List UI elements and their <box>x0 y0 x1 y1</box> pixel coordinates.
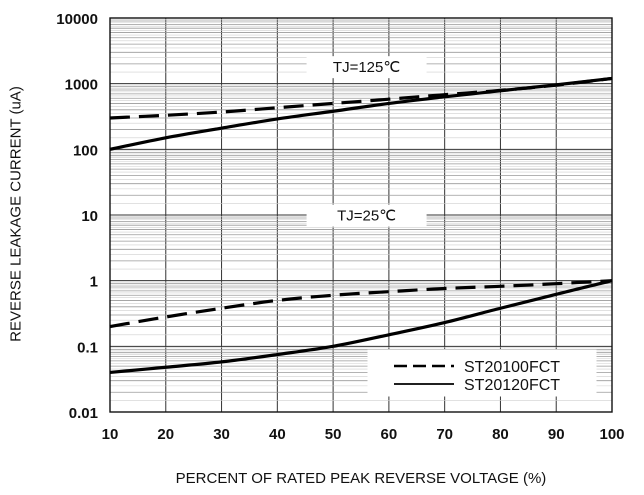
x-tick-labels: 10 20 30 40 50 60 70 80 90 100 <box>102 426 625 443</box>
x-tick-label: 100 <box>599 426 624 443</box>
series-lines <box>109 76 613 375</box>
y-tick-label: 0.1 <box>77 339 98 356</box>
y-axis-title-text: REVERSE LEAKAGE CURRENT (uA) <box>7 86 25 342</box>
x-tick-label: 70 <box>436 426 453 443</box>
x-tick-label: 20 <box>157 426 174 443</box>
annotation-label: TJ=25℃ <box>337 208 396 225</box>
x-tick-label: 50 <box>325 426 342 443</box>
y-tick-labels: 10000 1000 100 10 1 0.1 0.01 <box>56 11 98 422</box>
y-tick-label: 100 <box>73 142 98 159</box>
y-tick-label: 0.01 <box>69 405 98 422</box>
x-tick-label: 30 <box>213 426 230 443</box>
y-tick-label: 1 <box>90 274 98 291</box>
legend-box <box>367 349 597 397</box>
y-tick-label: 10000 <box>56 11 98 28</box>
annotation-background <box>306 56 427 79</box>
annotation-background <box>306 204 427 227</box>
series-line-st20100fct-tj-25 <box>109 279 613 329</box>
legend-label: ST20100FCT <box>464 359 560 376</box>
y-tick-label: 1000 <box>65 77 98 94</box>
x-tick-label: 40 <box>269 426 286 443</box>
annotation-label: TJ=125℃ <box>333 59 400 76</box>
x-tick-label: 60 <box>381 426 398 443</box>
x-tick-label: 90 <box>548 426 565 443</box>
y-axis-title: REVERSE LEAKAGE CURRENT (uA) <box>4 18 28 410</box>
series-line-st20120fct-tj-125 <box>109 76 613 151</box>
plot-frame <box>109 17 613 413</box>
x-tick-label: 10 <box>102 426 119 443</box>
series-line-st20120fct-tj-25 <box>109 279 613 375</box>
x-axis-title: PERCENT OF RATED PEAK REVERSE VOLTAGE (%… <box>175 470 547 487</box>
y-tick-label: 10 <box>81 208 98 225</box>
annotations: TJ=125℃ TJ=25℃ <box>306 56 427 227</box>
legend-label: ST20120FCT <box>464 377 560 394</box>
x-tick-label: 80 <box>492 426 509 443</box>
